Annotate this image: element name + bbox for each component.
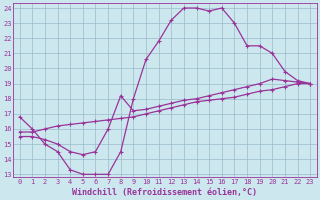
X-axis label: Windchill (Refroidissement éolien,°C): Windchill (Refroidissement éolien,°C) [72,188,258,197]
